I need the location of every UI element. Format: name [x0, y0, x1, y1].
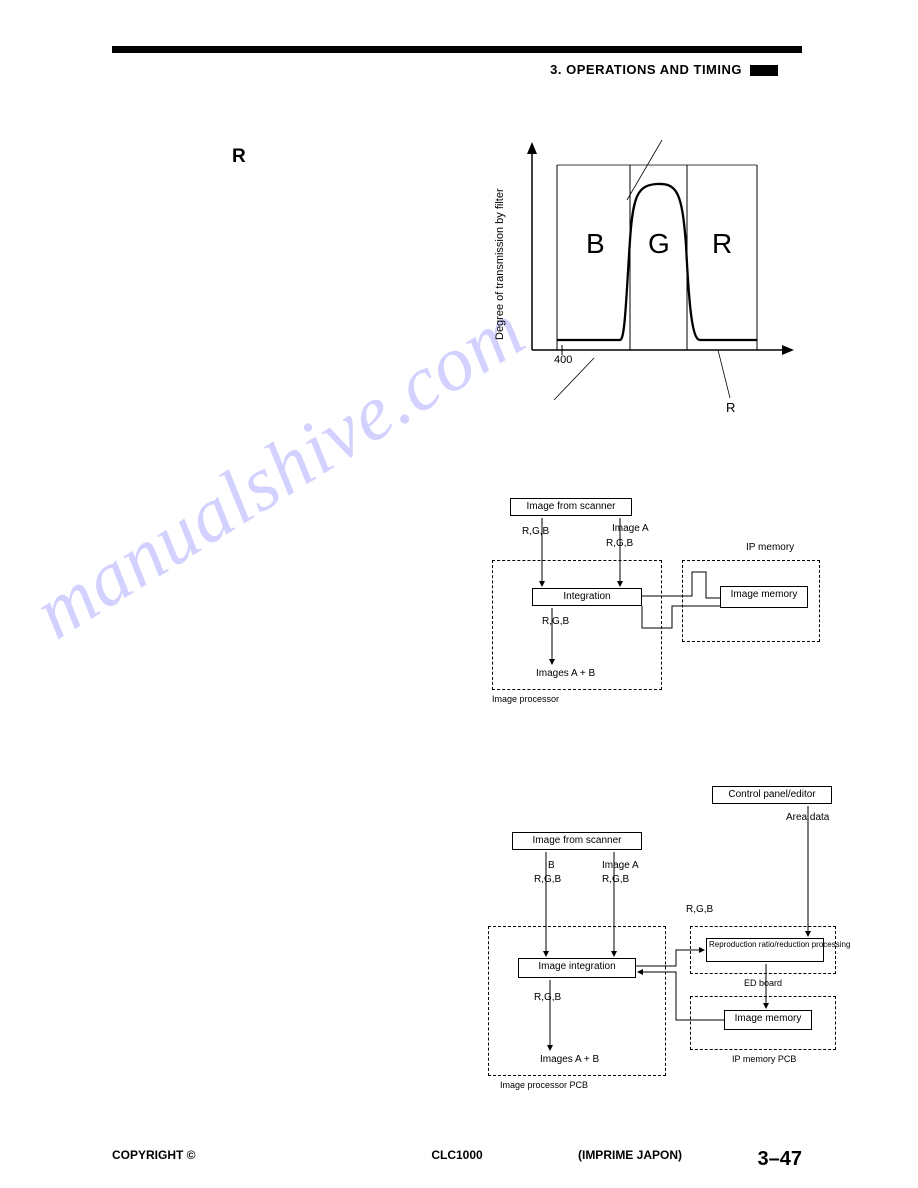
diagram-image-processor-pcb: Control panel/editor Area data Image fro… — [480, 786, 840, 1106]
d3-image-memory-box: Image memory — [724, 1010, 812, 1030]
filter-region-r: R — [712, 228, 732, 260]
footer-imprime: (IMPRIME JAPON) — [578, 1148, 682, 1162]
d2-output-label: Images A + B — [536, 668, 595, 679]
diagram-image-processor: Image from scanner R,G,B Image A R,G,B I… — [492, 498, 822, 718]
d3-image-integration-box: Image integration — [518, 958, 636, 978]
filter-annot-r: R — [726, 400, 735, 415]
d3-scanner-box: Image from scanner — [512, 832, 642, 850]
letter-r-margin: R — [232, 146, 246, 168]
filter-chart-svg — [502, 140, 802, 400]
d2-image-a: Image A — [612, 523, 649, 534]
d2-rgb-right: R,G,B — [606, 538, 633, 549]
d3-rgb-left: R,G,B — [534, 874, 561, 885]
filter-y-axis-label: Degree of transmission by filter — [494, 188, 506, 340]
filter-region-b: B — [586, 228, 605, 260]
d3-b-label: B — [548, 860, 555, 871]
top-rule — [112, 46, 802, 53]
d2-ipmemory-label: IP memory — [746, 542, 794, 553]
d3-caption: Image processor PCB — [500, 1080, 588, 1090]
d3-rgb-mid: R,G,B — [602, 874, 629, 885]
page: 3. OPERATIONS AND TIMING R manualshive.c… — [0, 0, 918, 1188]
d3-repro-box: Reproduction ratio/reduction processing — [706, 938, 824, 962]
d3-rgb-right: R,G,B — [686, 904, 713, 915]
footer-copyright: COPYRIGHT © — [112, 1148, 196, 1162]
filter-chart: Degree of transmission by filter B G R 4… — [502, 140, 812, 420]
d3-control-panel-box: Control panel/editor — [712, 786, 832, 804]
d2-caption: Image processor — [492, 694, 559, 704]
d3-output-label: Images A + B — [540, 1054, 599, 1065]
footer-model: CLC1000 — [431, 1148, 482, 1162]
d2-image-memory-box: Image memory — [720, 586, 808, 608]
filter-region-g: G — [648, 228, 670, 260]
d3-ed-board: ED board — [744, 978, 782, 988]
d2-scanner-box: Image from scanner — [510, 498, 632, 516]
footer-page-num: 3–47 — [758, 1148, 803, 1171]
d2-rgb-below: R,G,B — [542, 616, 569, 627]
d3-rgb-below: R,G,B — [534, 992, 561, 1003]
d2-integration-box: Integration — [532, 588, 642, 606]
filter-x-tick-400: 400 — [554, 354, 572, 366]
d2-rgb-left: R,G,B — [522, 526, 549, 537]
d3-image-a: Image A — [602, 860, 639, 871]
section-title: 3. OPERATIONS AND TIMING — [550, 62, 778, 77]
d3-area-data: Area data — [786, 812, 829, 823]
d3-ip-memory-pcb: IP memory PCB — [732, 1054, 796, 1064]
